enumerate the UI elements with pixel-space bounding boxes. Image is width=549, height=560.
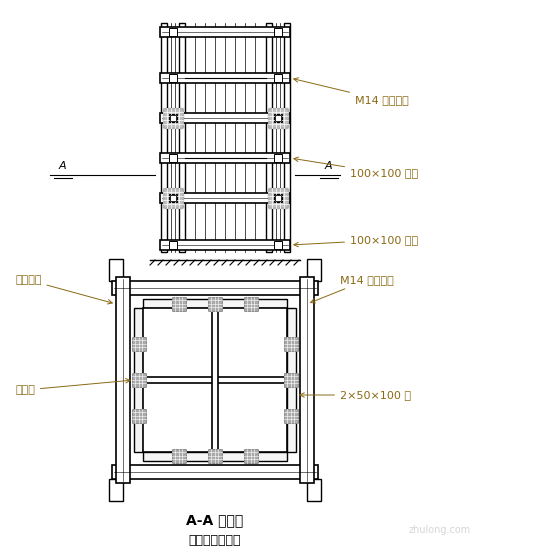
Bar — [134, 308, 143, 452]
Bar — [160, 73, 290, 83]
Bar — [160, 193, 290, 203]
Bar — [132, 373, 146, 387]
Bar — [179, 23, 185, 252]
Bar — [112, 465, 318, 479]
Bar — [274, 241, 282, 249]
Bar — [143, 452, 287, 461]
Bar — [160, 240, 290, 250]
Bar — [132, 337, 146, 351]
Text: M14 对拉螺栓: M14 对拉螺栓 — [294, 78, 409, 105]
Bar — [268, 108, 288, 128]
Bar — [300, 277, 314, 483]
Bar — [284, 23, 290, 252]
Bar — [244, 297, 258, 311]
Bar — [274, 28, 282, 36]
Text: M14 对拉螺栓: M14 对拉螺栓 — [311, 275, 394, 303]
Bar — [244, 449, 258, 463]
Bar — [274, 114, 282, 122]
Bar — [170, 195, 176, 201]
Text: 胶合板: 胶合板 — [15, 379, 130, 395]
Bar — [307, 479, 321, 501]
Bar — [274, 194, 282, 202]
Bar — [163, 188, 183, 208]
Bar — [169, 241, 177, 249]
Text: 2×50×100 方: 2×50×100 方 — [300, 390, 411, 400]
Bar — [169, 28, 177, 36]
Text: 100×100 万木: 100×100 万木 — [294, 157, 418, 178]
Bar — [170, 115, 176, 121]
Text: 100×100 万木: 100×100 万木 — [294, 235, 418, 247]
Bar — [169, 74, 177, 82]
Bar — [169, 154, 177, 162]
Bar — [169, 114, 177, 122]
Bar — [284, 409, 298, 423]
Bar — [208, 297, 222, 311]
Bar — [160, 27, 290, 37]
Text: A: A — [324, 161, 332, 171]
Bar — [116, 277, 130, 483]
Bar — [275, 195, 281, 201]
Bar — [160, 153, 290, 163]
Bar — [172, 449, 186, 463]
Text: 柱模安装示意图: 柱模安装示意图 — [189, 534, 241, 547]
Bar — [268, 188, 288, 208]
Bar — [109, 479, 123, 501]
Bar — [284, 337, 298, 351]
Bar — [161, 23, 167, 252]
Bar — [274, 74, 282, 82]
Bar — [208, 449, 222, 463]
Bar — [160, 113, 290, 123]
Bar — [163, 108, 183, 128]
Text: A-A 剪面图: A-A 剪面图 — [186, 513, 244, 527]
Bar — [132, 409, 146, 423]
Bar — [143, 299, 287, 308]
Bar — [172, 297, 186, 311]
Bar — [266, 23, 272, 252]
Bar — [112, 281, 318, 295]
Text: 限位螺栓: 限位螺栓 — [15, 275, 113, 304]
Bar — [109, 259, 123, 281]
Bar — [307, 259, 321, 281]
Bar — [275, 115, 281, 121]
Bar — [287, 308, 296, 452]
Bar — [144, 377, 286, 383]
Bar — [284, 373, 298, 387]
Bar — [143, 308, 287, 452]
Text: zhulong.com: zhulong.com — [409, 525, 471, 535]
Bar — [212, 309, 218, 451]
Bar — [274, 154, 282, 162]
Text: A: A — [58, 161, 66, 171]
Bar — [169, 194, 177, 202]
